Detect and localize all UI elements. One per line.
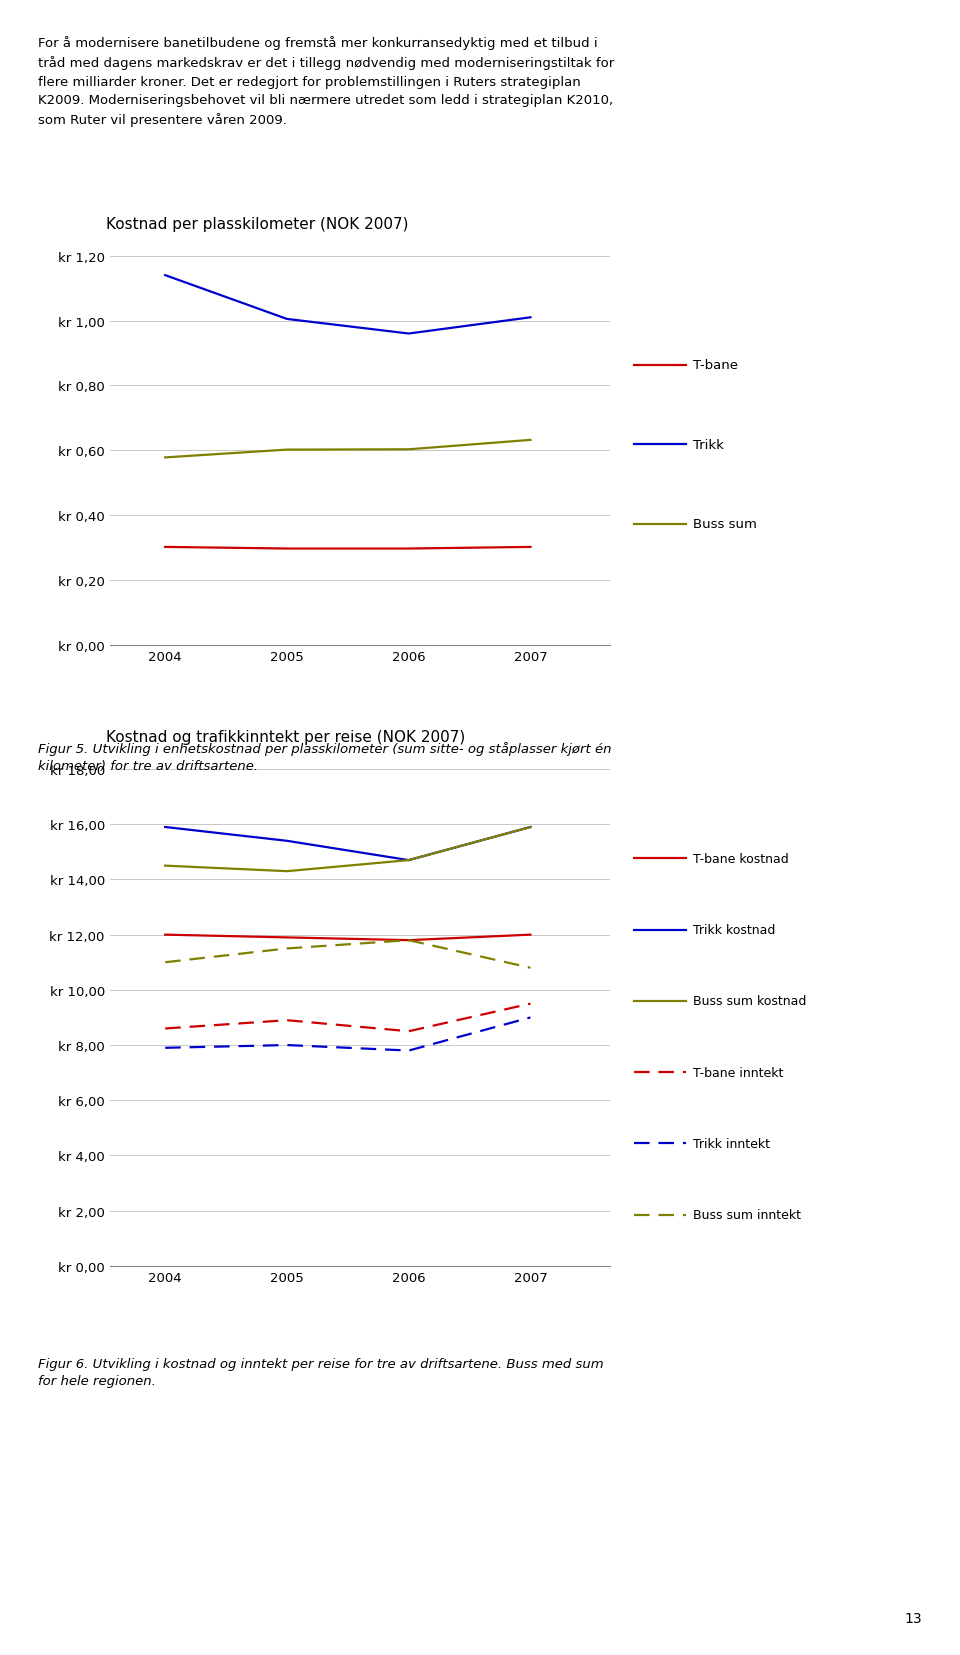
Text: T-bane: T-bane (693, 359, 738, 372)
T-bane (281, 540, 293, 559)
Text: Figur 5. Utvikling i enhetskostnad per plasskilometer (sum sitte- og ståplasser : Figur 5. Utvikling i enhetskostnad per p… (38, 741, 612, 773)
Trikk (403, 324, 415, 344)
Buss sum (525, 430, 537, 450)
T-bane inntekt (159, 1019, 171, 1039)
Trikk kostnad (525, 818, 537, 837)
Buss sum inntekt (403, 930, 415, 950)
Buss sum inntekt (525, 958, 537, 978)
T-bane kostnad (159, 925, 171, 945)
Buss sum kostnad (281, 862, 293, 882)
Line: Trikk: Trikk (165, 276, 531, 334)
Line: T-bane kostnad: T-bane kostnad (165, 935, 531, 940)
Text: T-bane inntekt: T-bane inntekt (693, 1066, 783, 1079)
Buss sum kostnad (525, 818, 537, 837)
Trikk inntekt (281, 1036, 293, 1056)
Buss sum kostnad (403, 851, 415, 871)
T-bane inntekt (403, 1021, 415, 1041)
T-bane kostnad (403, 930, 415, 950)
Buss sum (159, 449, 171, 468)
Trikk (159, 266, 171, 286)
T-bane (403, 540, 415, 559)
Line: T-bane inntekt: T-bane inntekt (165, 1005, 531, 1031)
T-bane (525, 538, 537, 558)
T-bane kostnad (281, 928, 293, 948)
Text: Kostnad og trafikkinntekt per reise (NOK 2007): Kostnad og trafikkinntekt per reise (NOK… (106, 730, 465, 745)
Text: Figur 6. Utvikling i kostnad og inntekt per reise for tre av driftsartene. Buss : Figur 6. Utvikling i kostnad og inntekt … (38, 1357, 604, 1387)
Line: Buss sum: Buss sum (165, 440, 531, 458)
Text: Kostnad per plasskilometer (NOK 2007): Kostnad per plasskilometer (NOK 2007) (106, 217, 408, 232)
Line: Buss sum inntekt: Buss sum inntekt (165, 940, 531, 968)
Text: Buss sum: Buss sum (693, 518, 757, 531)
Text: Trikk inntekt: Trikk inntekt (693, 1137, 770, 1150)
Buss sum (403, 440, 415, 460)
Line: Buss sum kostnad: Buss sum kostnad (165, 828, 531, 872)
Buss sum inntekt (159, 953, 171, 973)
Buss sum inntekt (281, 938, 293, 958)
T-bane inntekt (525, 995, 537, 1015)
Text: T-bane kostnad: T-bane kostnad (693, 852, 789, 866)
Trikk (281, 309, 293, 329)
Trikk kostnad (159, 818, 171, 837)
T-bane kostnad (525, 925, 537, 945)
Line: Trikk inntekt: Trikk inntekt (165, 1018, 531, 1051)
Line: Trikk kostnad: Trikk kostnad (165, 828, 531, 861)
T-bane inntekt (281, 1011, 293, 1031)
Buss sum kostnad (159, 856, 171, 875)
Text: Buss sum kostnad: Buss sum kostnad (693, 995, 806, 1008)
Trikk inntekt (159, 1038, 171, 1058)
Trikk kostnad (281, 831, 293, 851)
Text: Trikk: Trikk (693, 439, 724, 452)
Trikk (525, 308, 537, 328)
Text: Buss sum inntekt: Buss sum inntekt (693, 1208, 801, 1221)
Trikk inntekt (525, 1008, 537, 1028)
Text: For å modernisere banetilbudene og fremstå mer konkurransedyktig med et tilbud i: For å modernisere banetilbudene og frems… (38, 36, 614, 127)
Text: Trikk kostnad: Trikk kostnad (693, 923, 776, 937)
T-bane (159, 538, 171, 558)
Trikk kostnad (403, 851, 415, 871)
Text: 13: 13 (904, 1612, 922, 1625)
Buss sum (281, 440, 293, 460)
Trikk inntekt (403, 1041, 415, 1061)
